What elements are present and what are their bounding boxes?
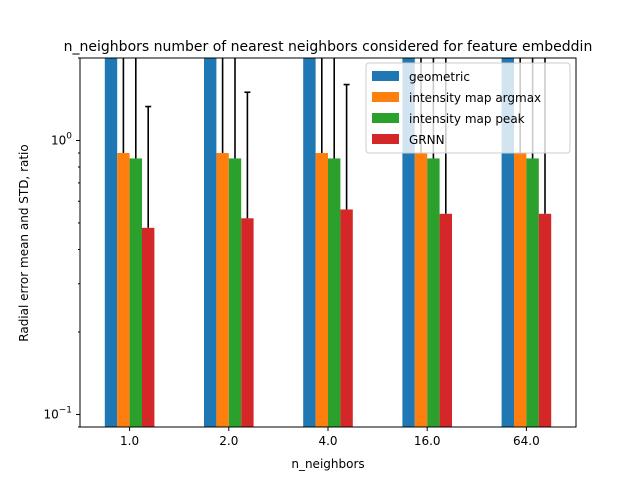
x-tick-label: 16.0	[414, 434, 441, 448]
bar-grnn	[142, 227, 155, 427]
bar-geometric	[303, 58, 316, 427]
bar-grnn	[538, 213, 552, 427]
x-tick-label: 4.0	[318, 434, 337, 448]
bar-intensity-map-peak	[228, 158, 242, 427]
y-axis-label: Radial error mean and STD, ratio	[17, 144, 31, 341]
x-axis-label: n_neighbors	[291, 457, 364, 471]
legend-swatch	[372, 92, 399, 102]
bar-intensity-map-argmax	[514, 153, 527, 427]
legend-label: geometric	[409, 70, 470, 84]
bar-intensity-map-peak	[526, 158, 539, 427]
bar-grnn	[241, 218, 254, 427]
bar-intensity-map-argmax	[315, 153, 328, 427]
bar-intensity-map-peak	[328, 158, 341, 427]
bar-intensity-map-peak	[427, 158, 440, 427]
legend-label: intensity map argmax	[409, 91, 541, 105]
legend-box	[365, 62, 571, 154]
y-tick-exponent: 0	[66, 131, 72, 141]
bar-grnn	[439, 213, 452, 427]
bar-intensity-map-peak	[129, 158, 142, 427]
legend-swatch	[372, 71, 399, 81]
legend-swatch	[372, 134, 399, 144]
chart-title: n_neighbors number of nearest neighbors …	[64, 39, 593, 55]
legend: geometric intensity map argmax intensity m…	[365, 62, 571, 154]
bar-geometric	[104, 58, 118, 427]
bar-intensity-map-argmax	[117, 153, 130, 427]
x-tick-label: 2.0	[219, 434, 238, 448]
legend-label: GRNN	[409, 133, 445, 147]
y-tick-exponent: −1	[59, 405, 72, 415]
legend-label: intensity map peak	[409, 112, 525, 126]
bar-grnn	[340, 209, 353, 427]
x-tick-label: 1.0	[120, 434, 139, 448]
legend-swatch	[372, 113, 399, 123]
bar-intensity-map-argmax	[216, 153, 229, 427]
bar-intensity-map-argmax	[414, 153, 428, 427]
bar-geometric	[204, 58, 217, 427]
x-tick-label: 64.0	[513, 434, 540, 448]
